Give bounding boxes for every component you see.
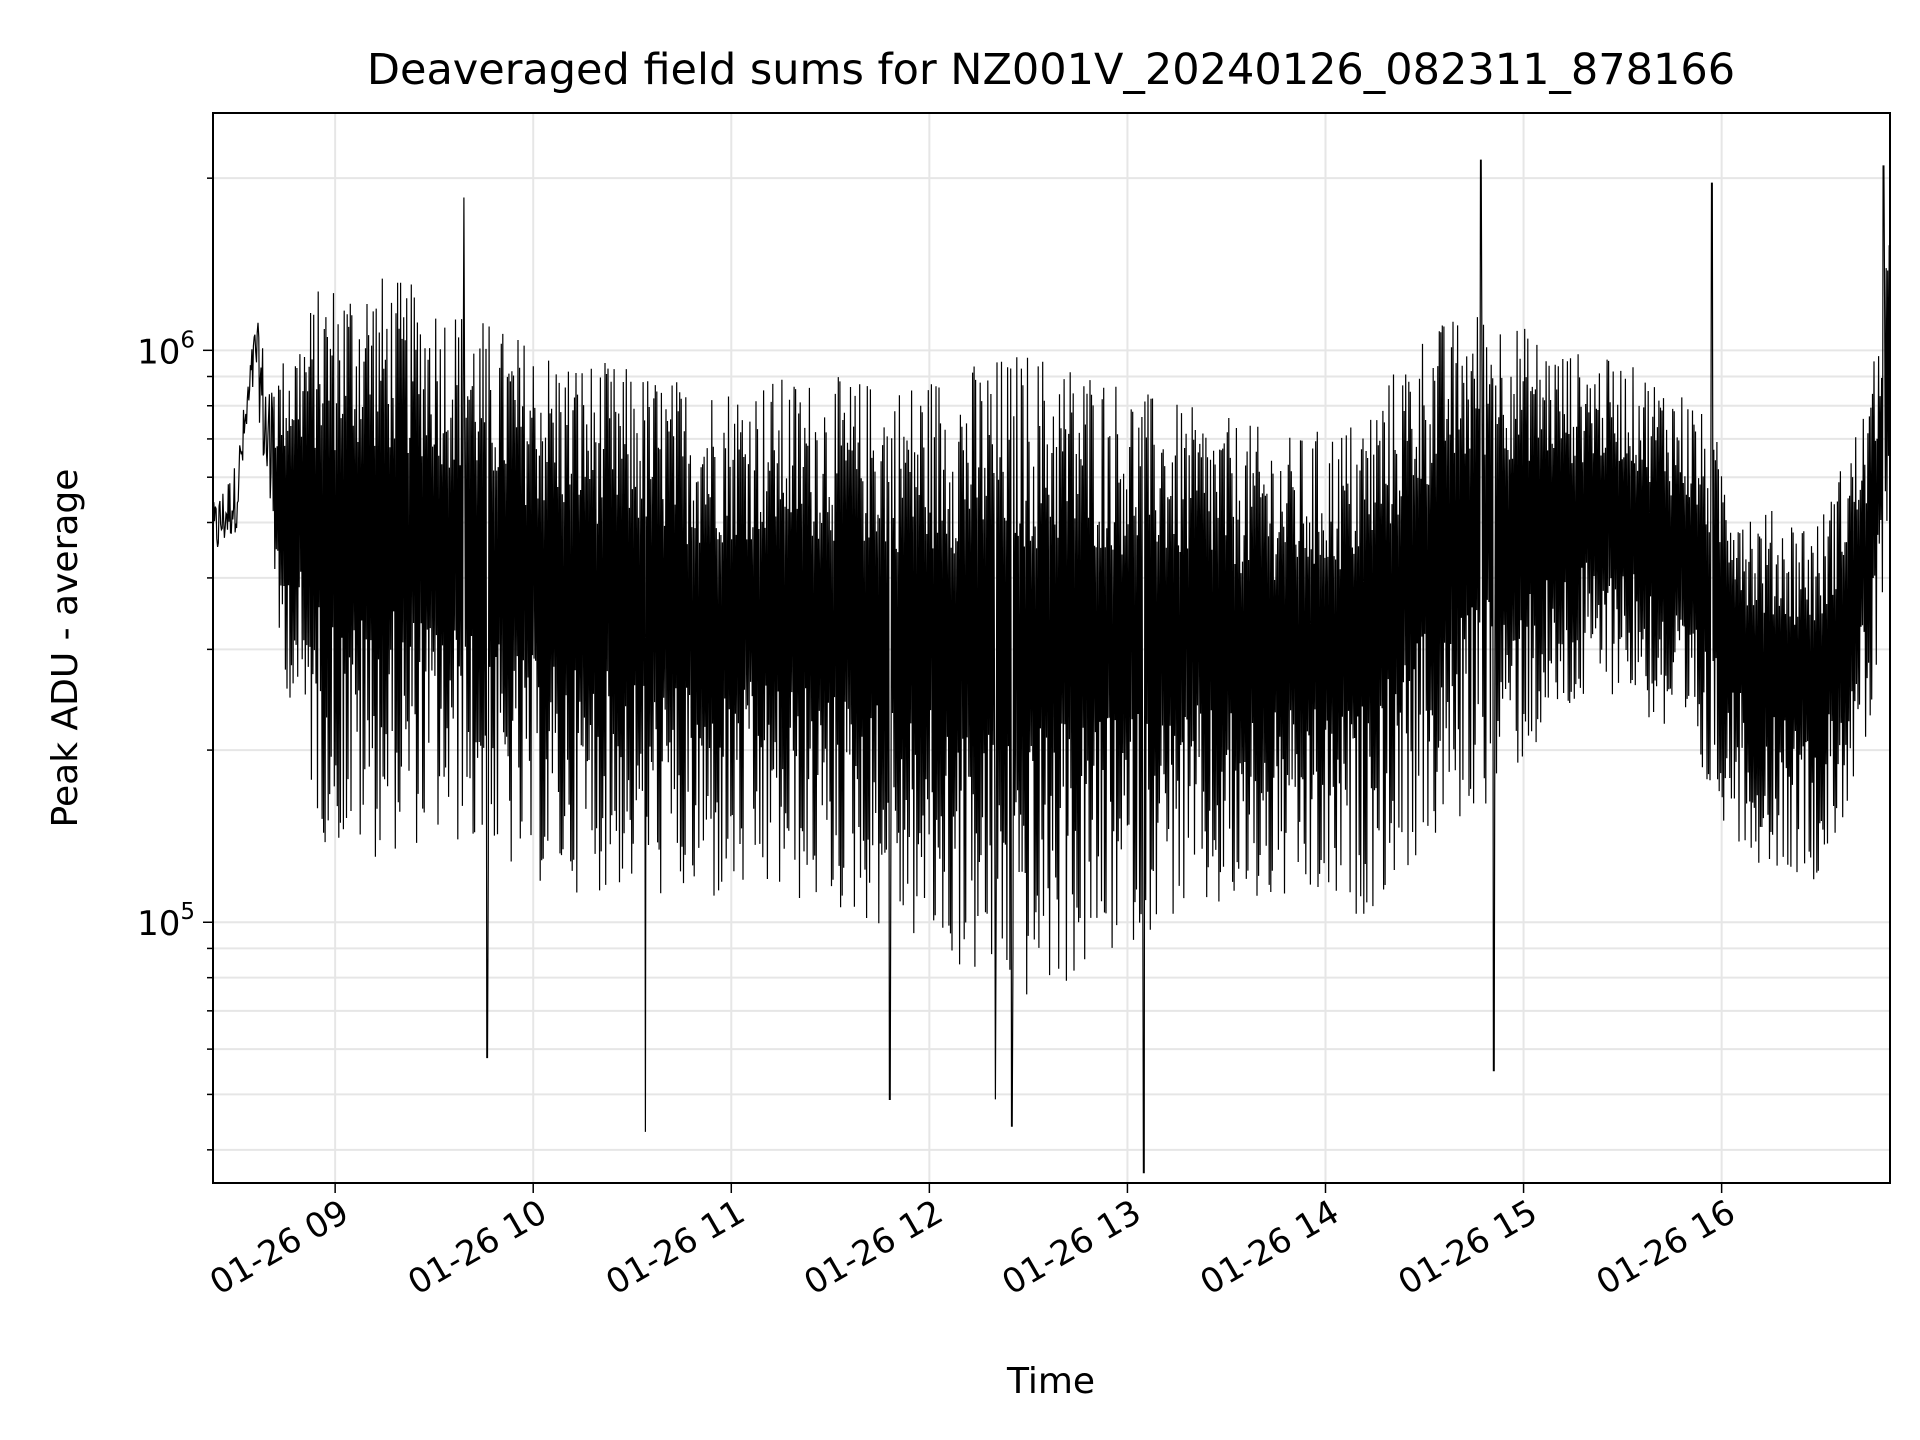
axes-frame: [212, 112, 1891, 1184]
x-tick-label: 01-26 15: [1392, 1192, 1544, 1303]
x-tick-label: 01-26 16: [1590, 1192, 1742, 1303]
x-tick-label: 01-26 14: [1194, 1192, 1346, 1303]
x-tick-label: 01-26 12: [797, 1192, 949, 1303]
x-axis-label: Time: [1006, 1361, 1095, 1402]
series-line: [212, 159, 1891, 1174]
x-tick-label: 01-26 11: [599, 1192, 751, 1303]
x-tick-label: 01-26 13: [996, 1192, 1148, 1303]
x-tick-label: 01-26 10: [401, 1192, 553, 1303]
x-tick-label: 01-26 09: [203, 1192, 355, 1303]
plot-area: [212, 159, 1891, 1174]
y-axis-label: Peak ADU - average: [45, 469, 86, 828]
chart-title: Deaveraged field sums for NZ001V_2024012…: [367, 45, 1735, 95]
y-tick-label: 105: [137, 899, 195, 944]
y-tick-label: 106: [137, 327, 195, 372]
